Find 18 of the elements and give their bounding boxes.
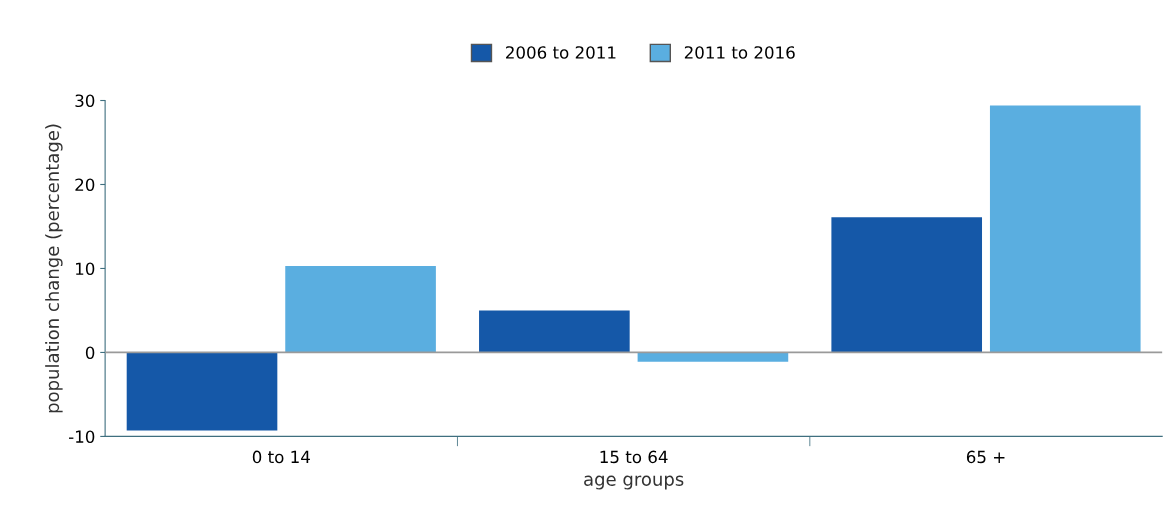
y-tick-label: 20 xyxy=(75,178,95,192)
y-tick-label: -10 xyxy=(68,430,95,443)
bar xyxy=(831,217,983,353)
bar xyxy=(637,352,789,362)
bar xyxy=(479,310,630,353)
x-tick-label: 0 to 14 xyxy=(252,450,310,464)
y-tick-label: 30 xyxy=(75,94,95,108)
bar xyxy=(285,265,436,353)
legend-label: 2006 to 2011 xyxy=(506,46,616,59)
y-tick-label: 0 xyxy=(85,346,95,360)
y-tick-label: 10 xyxy=(76,262,95,276)
x-axis-title: age groups xyxy=(584,475,684,490)
bar xyxy=(126,352,278,431)
x-tick-label: 15 to 64 xyxy=(600,450,668,464)
bar xyxy=(989,105,1141,353)
y-axis-title: population change (percentage) xyxy=(45,124,63,413)
legend-label: 2011 to 2016 xyxy=(684,46,795,59)
x-tick-label: 65 + xyxy=(966,450,1005,464)
